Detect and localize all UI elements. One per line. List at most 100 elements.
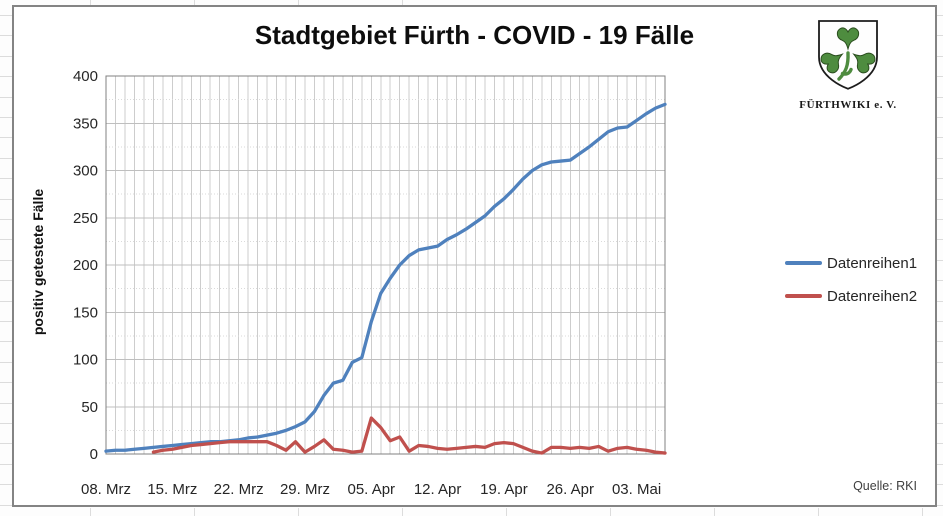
sheet-gridline — [194, 508, 195, 516]
sheet-gridline — [0, 239, 12, 241]
sheet-gridline — [937, 280, 943, 282]
sheet-gridline — [937, 219, 943, 220]
sheet-gridline — [937, 300, 943, 302]
sheet-gridline — [194, 0, 195, 5]
sheet-gridline — [0, 198, 12, 200]
x-axis-tick-label: 05. Apr — [348, 481, 396, 498]
x-axis-tick-label: 12. Apr — [414, 481, 462, 498]
y-axis-tick-label: 100 — [73, 352, 98, 369]
y-axis-tick-label: 250 — [73, 210, 98, 227]
y-axis-tick-label: 50 — [81, 399, 98, 416]
series2-line-swatch — [785, 294, 822, 298]
x-axis-tick-label: 29. Mrz — [280, 481, 330, 498]
sheet-gridline — [0, 157, 12, 159]
legend-entry-series2: Datenreihen2 — [785, 287, 917, 305]
sheet-gridline — [0, 423, 12, 424]
sheet-gridline — [937, 178, 943, 180]
x-axis-tick-label: 15. Mrz — [147, 481, 197, 498]
sheet-gridline — [90, 0, 91, 5]
y-axis-title: positiv getestete Fälle — [30, 188, 46, 336]
sheet-gridline — [937, 484, 943, 486]
sheet-gridline — [0, 178, 12, 180]
sheet-gridline — [818, 508, 819, 516]
y-axis-tick-label: 400 — [73, 68, 98, 85]
sheet-gridline — [0, 300, 12, 302]
legend-label-series2: Datenreihen2 — [827, 287, 918, 305]
sheet-gridline — [0, 137, 12, 139]
sheet-gridline — [0, 76, 12, 78]
sheet-gridline — [937, 55, 943, 57]
sheet-gridline — [0, 280, 12, 282]
x-axis-tick-label: 08. Mrz — [81, 481, 131, 498]
legend-entry-series1: Datenreihen1 — [785, 254, 917, 272]
chart-frame[interactable]: 0 50 100 150 200 250 300 350 400 08. Mrz 15. Mrz 22… — [12, 5, 937, 507]
sheet-gridline — [0, 96, 12, 98]
source-note: Quelle: RKI — [853, 479, 917, 493]
sheet-gridline — [937, 157, 943, 159]
sheet-gridline — [937, 463, 943, 465]
sheet-gridline — [0, 15, 12, 16]
series1-line-swatch — [785, 261, 822, 265]
sheet-gridline — [402, 508, 403, 516]
plot-area: 0 50 100 150 200 250 300 350 400 08. Mrz 15. Mrz 22… — [73, 68, 667, 498]
sheet-gridline — [714, 508, 715, 516]
sheet-gridline — [0, 117, 12, 118]
sheet-gridline — [937, 341, 943, 343]
y-axis-tick-label: 200 — [73, 257, 98, 274]
sheet-gridline — [0, 382, 12, 384]
sheet-gridline — [0, 504, 12, 506]
x-axis-tick-label: 03. Mai — [612, 481, 661, 498]
series-line-datenreihen1 — [104, 102, 667, 453]
sheet-gridline — [0, 35, 12, 37]
sheet-gridline — [922, 508, 923, 516]
sheet-gridline — [506, 508, 507, 516]
sheet-gridline — [937, 443, 943, 445]
sheet-gridline — [937, 198, 943, 200]
sheet-gridline — [937, 35, 943, 37]
sheet-gridline — [937, 504, 943, 506]
legend: Datenreihen1 Datenreihen2 — [785, 254, 917, 320]
sheet-gridline — [937, 382, 943, 384]
sheet-gridline — [0, 321, 12, 322]
sheet-gridline — [0, 463, 12, 465]
sheet-gridline — [937, 76, 943, 78]
legend-label-series1: Datenreihen1 — [827, 254, 918, 272]
sheet-gridline — [0, 443, 12, 445]
sheet-gridline — [937, 259, 943, 261]
sheet-gridline — [0, 219, 12, 220]
sheet-gridline — [298, 508, 299, 516]
logo-caption: FÜRTHWIKI e. V. — [799, 99, 897, 111]
sheet-gridline — [937, 15, 943, 16]
x-axis-tick-label: 26. Apr — [546, 481, 594, 498]
sheet-gridline — [0, 361, 12, 363]
series-line-datenreihen2 — [151, 416, 667, 455]
sheet-gridline — [0, 55, 12, 57]
sheet-gridline — [937, 402, 943, 404]
y-axis-tick-label: 150 — [73, 304, 98, 321]
y-axis-tick-label: 0 — [90, 446, 98, 463]
sheet-gridline — [0, 402, 12, 404]
sheet-gridline — [937, 239, 943, 241]
sheet-gridline — [937, 423, 943, 424]
gridlines — [106, 76, 665, 454]
sheet-gridline — [937, 321, 943, 322]
sheet-gridline — [937, 96, 943, 98]
sheet-gridline — [402, 0, 403, 5]
sheet-gridline — [90, 508, 91, 516]
plot-border — [105, 75, 666, 455]
x-axis-tick-label: 22. Mrz — [214, 481, 264, 498]
fuerthwiki-logo: FÜRTHWIKI e. V. — [794, 17, 902, 111]
sheet-gridline — [937, 117, 943, 118]
sheet-gridline — [0, 341, 12, 343]
fuerth-coat-of-arms-icon — [818, 20, 878, 90]
y-axis-tick-label: 350 — [73, 115, 98, 132]
sheet-gridline — [937, 137, 943, 139]
sheet-gridline — [0, 259, 12, 261]
sheet-gridline — [0, 484, 12, 486]
y-axis-tick-label: 300 — [73, 163, 98, 180]
chart-title: Stadtgebiet Fürth - COVID - 19 Fälle — [254, 20, 695, 50]
sheet-gridline — [610, 508, 611, 516]
sheet-gridline — [298, 0, 299, 5]
x-axis-tick-label: 19. Apr — [480, 481, 528, 498]
sheet-gridline — [937, 361, 943, 363]
